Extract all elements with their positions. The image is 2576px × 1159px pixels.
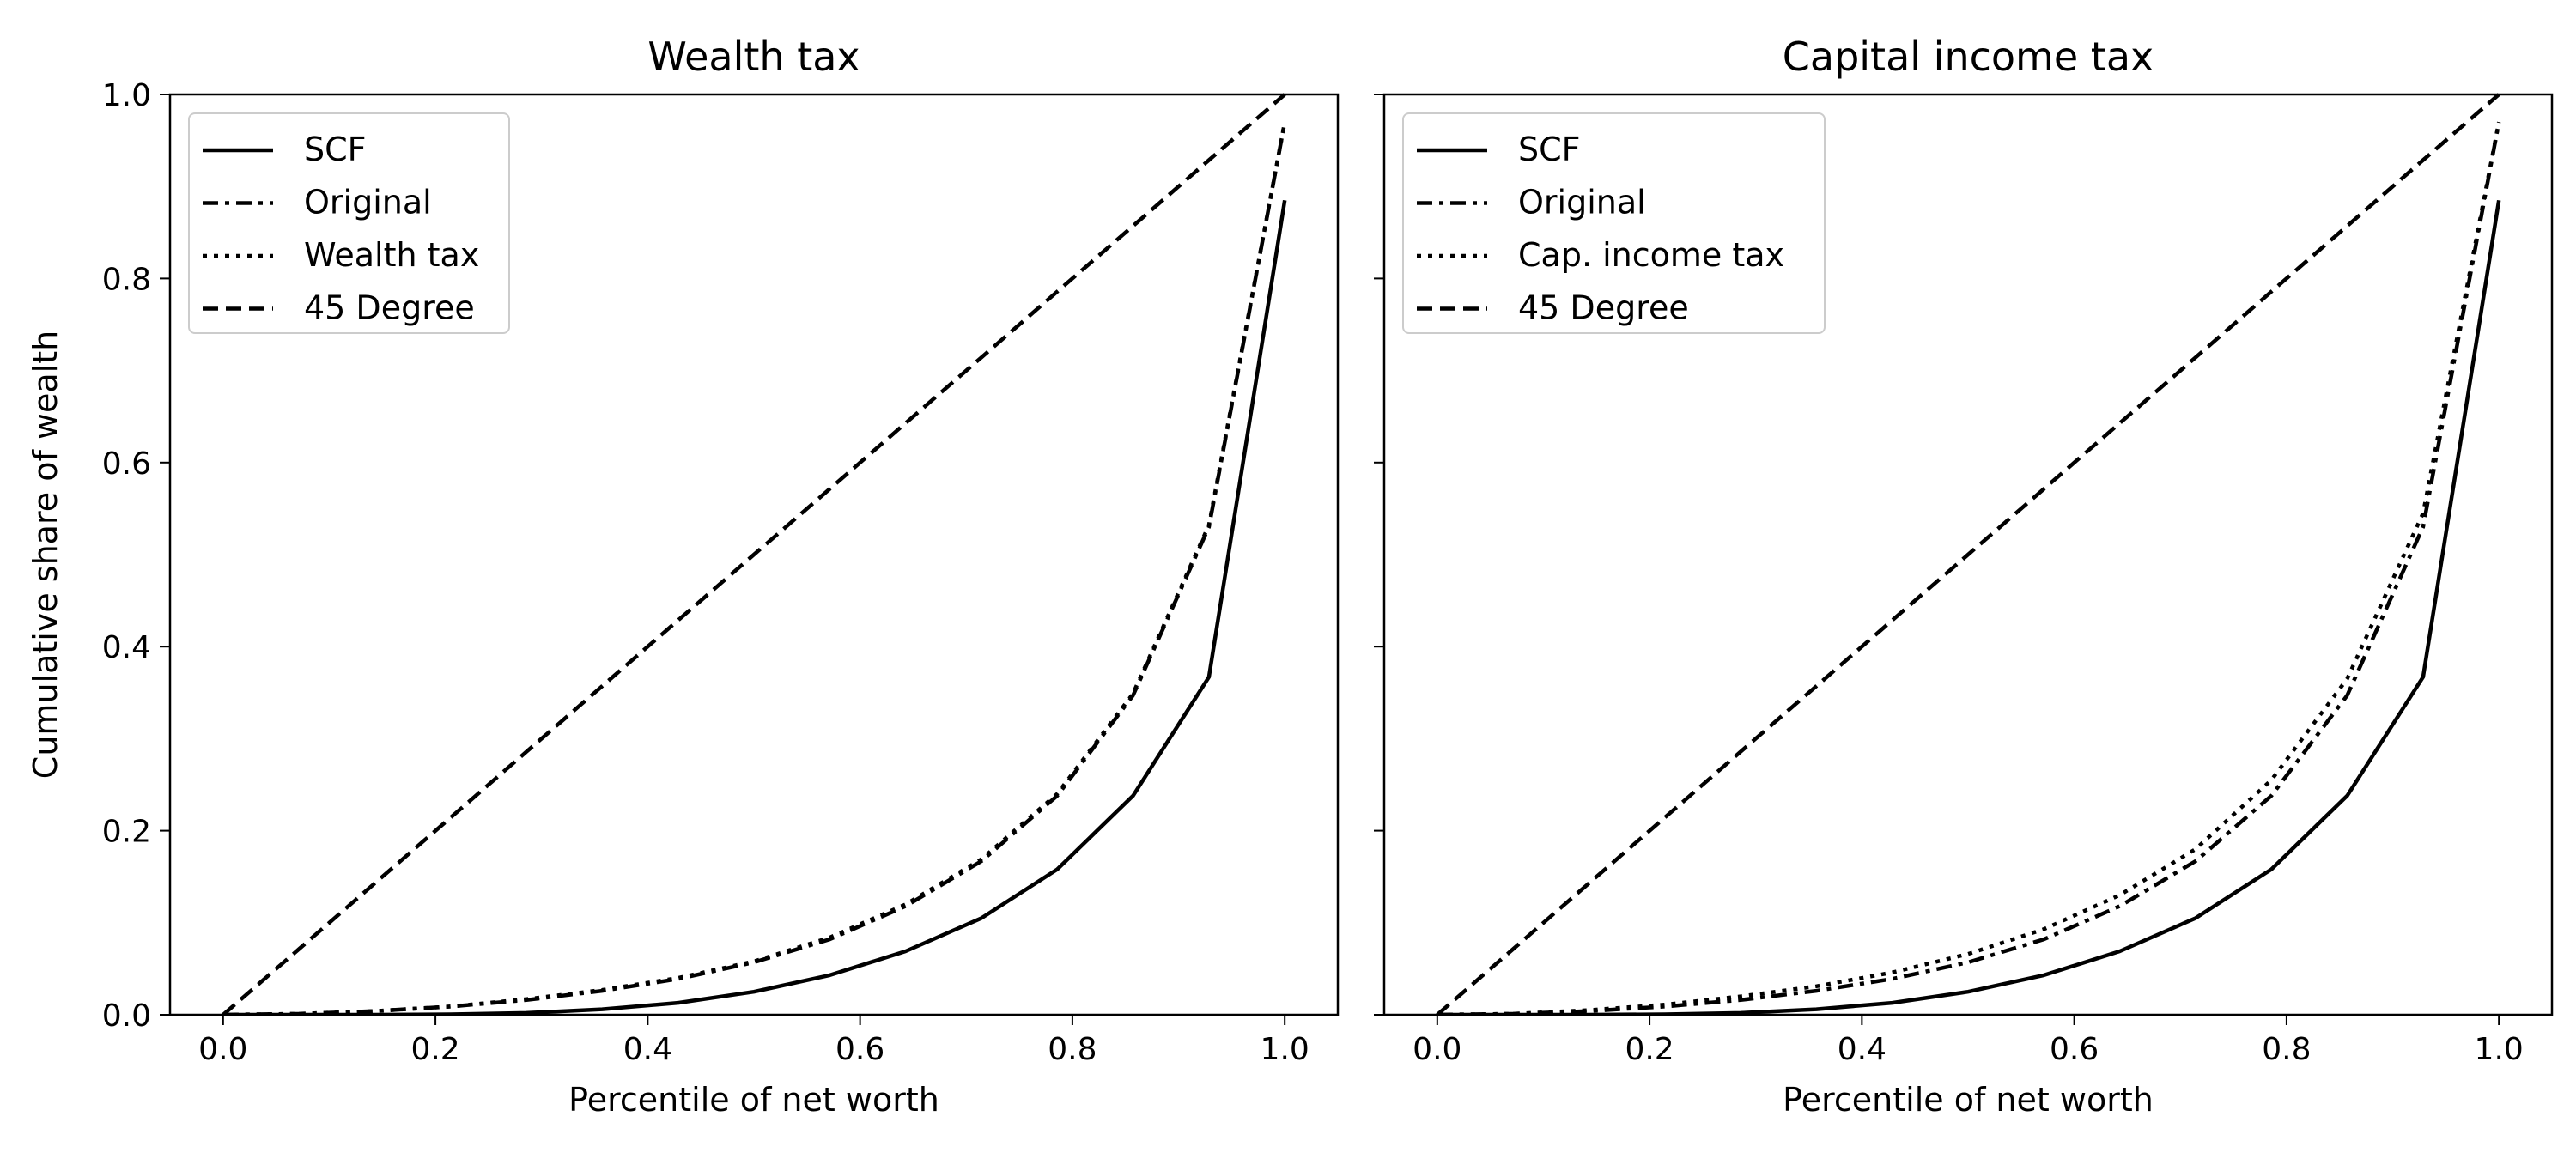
x-axis-label: Percentile of net worth: [1783, 1081, 2154, 1119]
legend: SCF Original Cap. income tax 45 Degree: [1402, 112, 1826, 334]
x-tick-label: 0.8: [2262, 1032, 2311, 1067]
y-tick-label: 0.2: [102, 815, 151, 850]
legend: SCF Original Wealth tax 45 Degree: [188, 112, 510, 334]
x-tick-label: 0.0: [1413, 1032, 1461, 1067]
plot-frame: [168, 93, 1340, 1016]
series-line-45-degree: [1436, 93, 2500, 1016]
legend-label: Cap. income tax: [1518, 236, 1784, 274]
legend-box: [188, 112, 510, 334]
x-tick-label: 0.4: [623, 1032, 672, 1067]
series-line-original: [222, 121, 1287, 1016]
legend-label: 45 Degree: [304, 289, 475, 327]
y-tick-label: 1.0: [102, 78, 151, 113]
x-tick-label: 1.0: [1261, 1032, 1309, 1067]
x-axis-label: Percentile of net worth: [568, 1081, 939, 1119]
x-tick-label: 0.8: [1048, 1032, 1097, 1067]
x-tick-label: 0.0: [198, 1032, 247, 1067]
y-axis-label: Cumulative share of wealth: [27, 331, 64, 779]
x-tick-label: 0.6: [2050, 1032, 2099, 1067]
series-line-45-degree: [222, 93, 1286, 1016]
y-tick-label: 0.8: [102, 262, 151, 297]
y-tick-label: 0.4: [102, 630, 151, 665]
chart-panel-1: Wealth tax 0.0 0.2 0.4 0.6 0.8 1.0 0.0 0.2 0.4 0.6…: [27, 33, 1340, 1119]
x-tick-label: 0.6: [835, 1032, 884, 1067]
chart-title: Wealth tax: [647, 33, 860, 80]
legend-label: SCF: [304, 130, 367, 168]
x-tick-label: 0.2: [1625, 1032, 1674, 1067]
x-tick-label: 0.4: [1838, 1032, 1886, 1067]
series-line-cap-income-tax: [1437, 121, 2501, 1016]
y-tick-label: 0.0: [102, 998, 151, 1034]
legend-label: Wealth tax: [304, 236, 479, 274]
legend-label: Original: [1518, 184, 1646, 221]
chart-panel-2: Capital income tax 0.0 0.2 0.4 0.6 0.8 1.0 Perc…: [1374, 33, 2554, 1119]
series-line-original: [1437, 121, 2501, 1016]
legend-label: SCF: [1518, 130, 1581, 168]
plot-frame: [1382, 93, 2554, 1016]
legend-label: Original: [304, 184, 432, 221]
x-tick-label: 1.0: [2475, 1032, 2524, 1067]
x-tick-label: 0.2: [410, 1032, 459, 1067]
legend-label: 45 Degree: [1518, 289, 1689, 327]
legend-box: [1402, 112, 1826, 334]
chart-title: Capital income tax: [1783, 33, 2154, 80]
y-tick-label: 0.6: [102, 446, 151, 482]
